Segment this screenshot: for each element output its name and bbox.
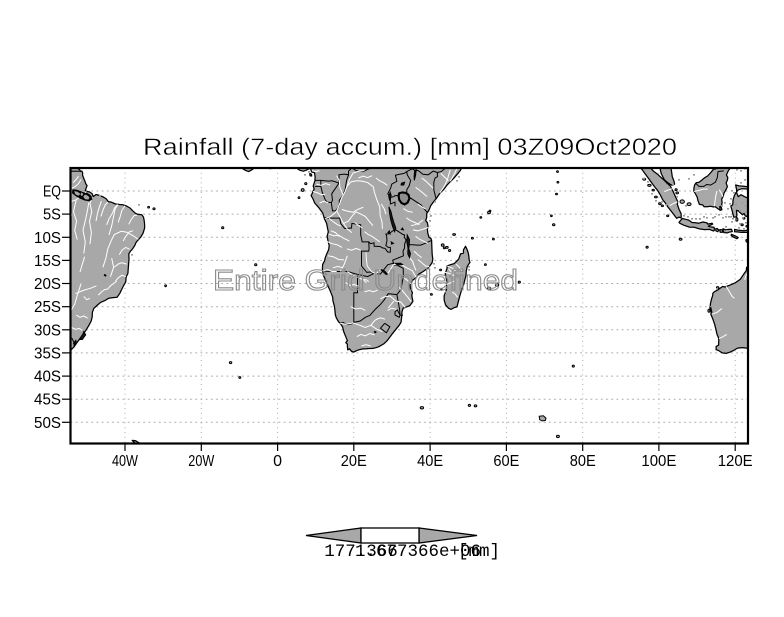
svg-text:[mm]: [mm]: [458, 542, 500, 562]
svg-text:35S: 35S: [34, 345, 61, 362]
svg-text:40W: 40W: [112, 453, 139, 470]
svg-text:20W: 20W: [188, 453, 215, 470]
svg-text:Entire Grid Undefined: Entire Grid Undefined: [213, 265, 518, 297]
svg-text:80E: 80E: [570, 453, 596, 470]
svg-text:0: 0: [273, 453, 282, 470]
svg-text:EQ: EQ: [43, 184, 61, 201]
svg-text:25S: 25S: [34, 299, 61, 316]
svg-text:15S: 15S: [34, 253, 61, 270]
svg-text:177.366: 177.366: [324, 542, 398, 562]
svg-text:20S: 20S: [34, 276, 61, 293]
svg-text:40E: 40E: [417, 453, 443, 470]
svg-text:1.677366e+06: 1.677366e+06: [355, 542, 481, 562]
svg-text:5S: 5S: [43, 207, 61, 224]
svg-text:100E: 100E: [641, 453, 676, 470]
svg-text:Rainfall (7-day accum.) [mm] 0: Rainfall (7-day accum.) [mm] 03Z09Oct202…: [143, 134, 677, 161]
svg-text:45S: 45S: [34, 392, 61, 409]
svg-text:30S: 30S: [34, 322, 61, 339]
svg-text:40S: 40S: [34, 369, 61, 386]
svg-text:50S: 50S: [34, 415, 61, 432]
svg-text:10S: 10S: [34, 230, 61, 247]
svg-text:60E: 60E: [493, 453, 519, 470]
svg-text:120E: 120E: [718, 453, 753, 470]
svg-text:20E: 20E: [341, 453, 367, 470]
